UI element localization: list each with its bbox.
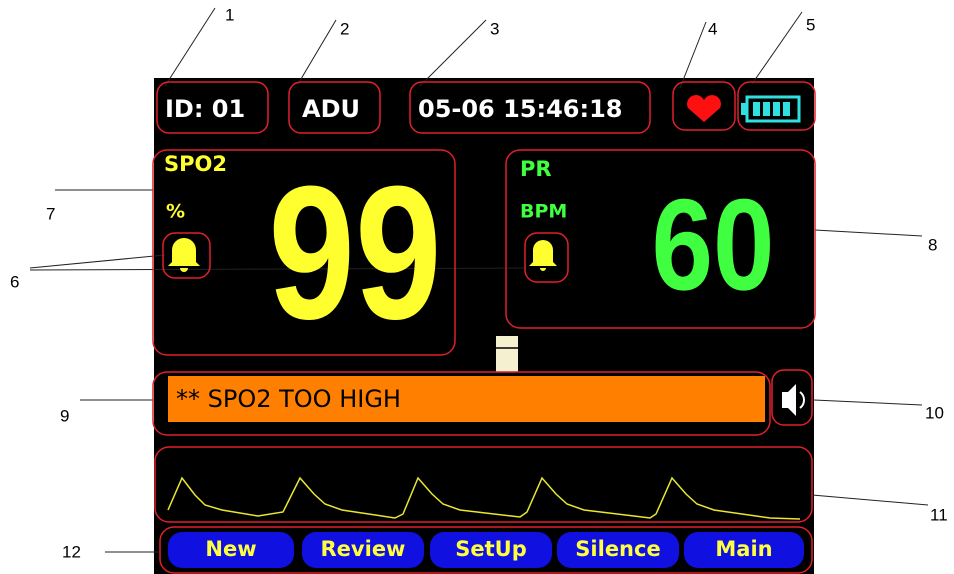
waveform-panel	[154, 446, 813, 523]
button[interactable]	[302, 532, 424, 568]
device-screen	[154, 78, 814, 574]
spo2-value: 99	[268, 146, 441, 358]
callout: 12	[62, 542, 81, 561]
callout-box	[524, 232, 569, 283]
callout: 5	[806, 15, 815, 34]
callout: 4	[708, 19, 717, 38]
callout-box	[288, 81, 381, 134]
bell-icon	[529, 240, 557, 271]
callout-box	[771, 369, 813, 426]
callout: 10	[925, 403, 944, 422]
heart-icon	[687, 95, 721, 122]
pr-value: 60	[652, 172, 775, 317]
patient-mode: ADU	[302, 95, 360, 123]
alarm-bar	[168, 376, 765, 422]
signal-bar	[496, 336, 518, 372]
callout-box	[737, 81, 816, 131]
datetime: 05-06 15:46:18	[418, 95, 623, 123]
button-label[interactable]: Silence	[575, 537, 660, 561]
spo2-label: SPO2	[164, 152, 227, 176]
callout: 7	[46, 204, 55, 223]
pr-label: PR	[520, 157, 552, 181]
button-label[interactable]: Main	[715, 537, 772, 561]
callout: 6	[10, 272, 19, 291]
battery-icon	[741, 95, 801, 123]
callout: 8	[928, 235, 937, 254]
button[interactable]	[168, 532, 294, 568]
callout-box	[156, 81, 269, 134]
callout-box	[159, 526, 813, 574]
patient-id: ID: 01	[165, 95, 245, 123]
button[interactable]	[430, 532, 552, 568]
callout: 2	[340, 19, 349, 38]
button-label[interactable]: Review	[321, 537, 406, 561]
pr-unit: BPM	[520, 201, 567, 223]
spo2-unit: %	[166, 201, 185, 223]
callout-box	[672, 81, 736, 131]
callout: 1	[225, 5, 234, 24]
button[interactable]	[557, 532, 679, 568]
callout: 3	[490, 19, 499, 38]
callout: 11	[930, 505, 948, 524]
bell-icon	[168, 238, 200, 272]
pr-panel	[505, 149, 816, 329]
button[interactable]	[684, 532, 804, 568]
alarm-message: ** SPO2 TOO HIGH	[176, 385, 401, 413]
callout-box	[409, 81, 651, 134]
callout-box	[152, 371, 771, 436]
button-bar: New Review SetUp Silence Main	[168, 532, 804, 568]
pleth-wave	[167, 476, 801, 520]
speaker-icon	[782, 384, 805, 416]
button-label[interactable]: New	[205, 537, 256, 561]
button-label[interactable]: SetUp	[455, 537, 527, 561]
leader-lines	[29, 7, 929, 553]
callout: 9	[60, 406, 69, 425]
callout-box	[162, 232, 211, 279]
spo2-panel	[152, 149, 456, 356]
